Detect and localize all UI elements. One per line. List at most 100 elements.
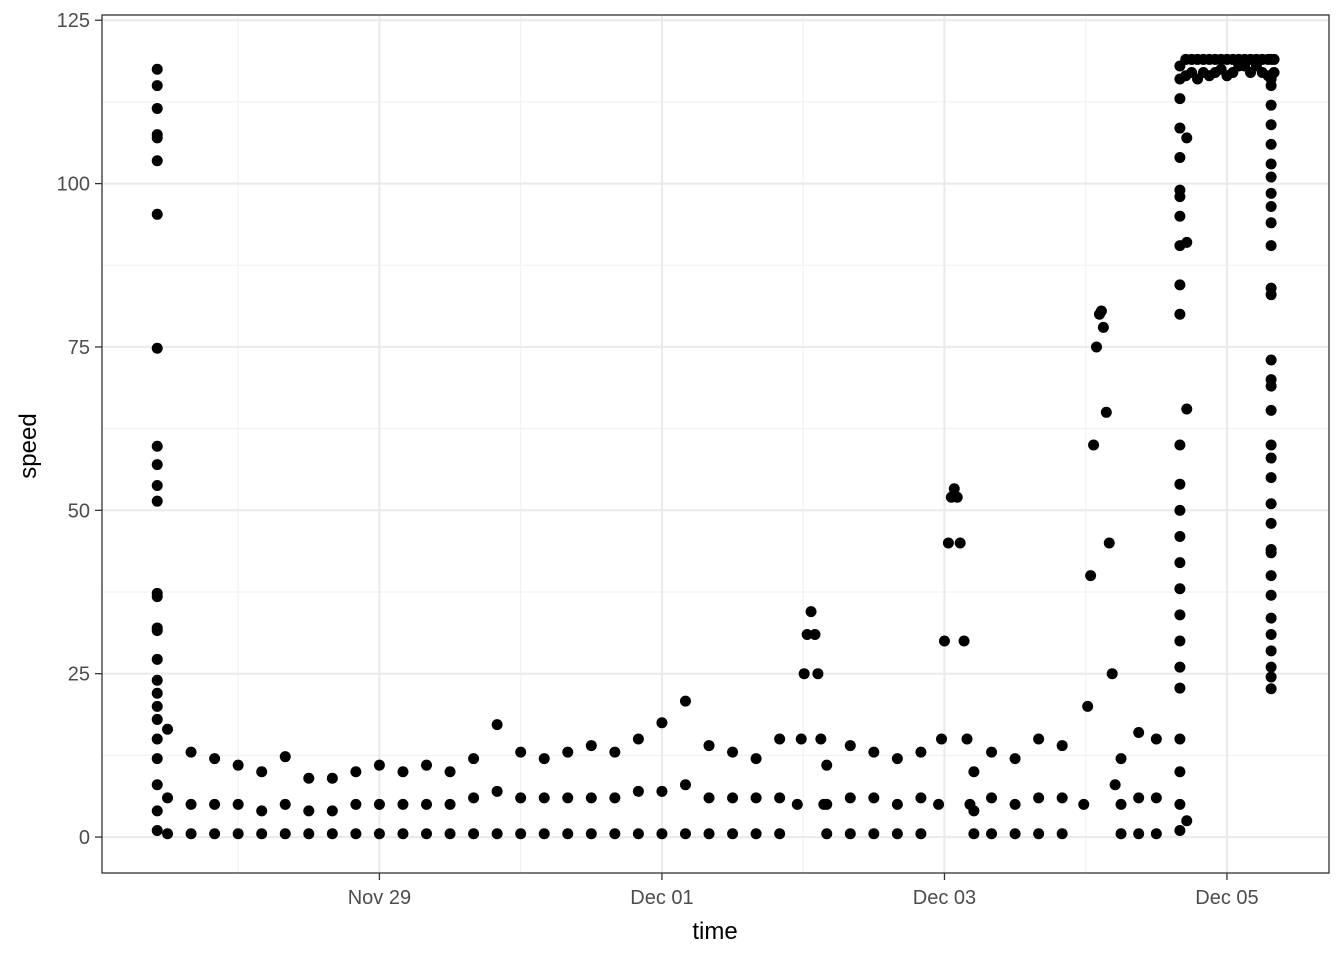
point	[468, 828, 480, 840]
point	[948, 483, 960, 495]
y-tick-label: 0	[79, 827, 90, 849]
point	[805, 606, 817, 618]
point	[162, 828, 174, 840]
point	[938, 635, 950, 647]
point	[1181, 236, 1193, 248]
point	[868, 828, 880, 840]
point	[538, 753, 550, 765]
point	[933, 798, 945, 810]
point	[562, 746, 574, 758]
point	[812, 668, 824, 680]
point	[609, 828, 621, 840]
point	[491, 719, 503, 731]
point	[1265, 439, 1277, 451]
point	[609, 746, 621, 758]
point	[727, 828, 739, 840]
point	[1265, 612, 1277, 624]
point	[185, 798, 197, 810]
point	[232, 759, 244, 771]
point	[1265, 589, 1277, 601]
point	[151, 625, 163, 637]
x-axis-title: time	[692, 918, 737, 945]
point	[891, 828, 903, 840]
point	[1265, 570, 1277, 582]
point	[421, 828, 433, 840]
point	[1033, 828, 1045, 840]
point	[562, 828, 574, 840]
point	[961, 733, 973, 745]
point	[609, 792, 621, 804]
point	[1265, 517, 1277, 529]
point	[232, 798, 244, 810]
point	[151, 132, 163, 144]
point	[151, 208, 163, 220]
x-tick-label: Dec 01	[630, 887, 693, 909]
point	[444, 798, 456, 810]
point	[821, 759, 833, 771]
point	[774, 828, 786, 840]
point	[256, 766, 268, 778]
point	[1265, 380, 1277, 392]
point	[1078, 798, 1090, 810]
point	[821, 828, 833, 840]
point	[151, 63, 163, 75]
point	[958, 635, 970, 647]
point	[1265, 171, 1277, 183]
point	[1033, 792, 1045, 804]
point	[656, 717, 668, 729]
point	[891, 798, 903, 810]
point	[468, 792, 480, 804]
point	[279, 751, 291, 763]
point	[1174, 439, 1186, 451]
point	[1181, 132, 1193, 144]
point	[350, 766, 362, 778]
point	[1265, 187, 1277, 199]
point	[397, 798, 409, 810]
point	[151, 779, 163, 791]
point	[915, 746, 927, 758]
point	[868, 792, 880, 804]
point	[1265, 671, 1277, 683]
point	[1265, 547, 1277, 559]
point	[444, 766, 456, 778]
point	[795, 733, 807, 745]
point	[397, 766, 409, 778]
point	[1056, 828, 1068, 840]
point	[632, 828, 644, 840]
x-tick-label: Nov 29	[348, 887, 411, 909]
point	[632, 785, 644, 797]
point	[679, 779, 691, 791]
point	[1174, 766, 1186, 778]
point	[1265, 404, 1277, 416]
point	[491, 785, 503, 797]
point	[491, 828, 503, 840]
point	[1265, 240, 1277, 252]
point	[303, 772, 315, 784]
point	[1056, 740, 1068, 752]
point	[750, 792, 762, 804]
point	[256, 805, 268, 817]
point	[1174, 191, 1186, 203]
point	[1265, 289, 1277, 301]
y-tick-label: 100	[57, 174, 90, 196]
point	[815, 733, 827, 745]
point	[151, 733, 163, 745]
point	[1174, 609, 1186, 621]
point	[1133, 828, 1145, 840]
point	[1265, 99, 1277, 111]
point	[951, 491, 963, 503]
point	[1106, 668, 1118, 680]
point	[1265, 53, 1277, 65]
point	[1095, 305, 1107, 317]
point	[750, 753, 762, 765]
point	[1265, 645, 1277, 657]
point	[727, 792, 739, 804]
point	[915, 828, 927, 840]
point	[868, 746, 880, 758]
point	[1103, 537, 1115, 549]
point	[1265, 119, 1277, 131]
point	[162, 723, 174, 735]
point	[468, 753, 480, 765]
point	[585, 740, 597, 752]
